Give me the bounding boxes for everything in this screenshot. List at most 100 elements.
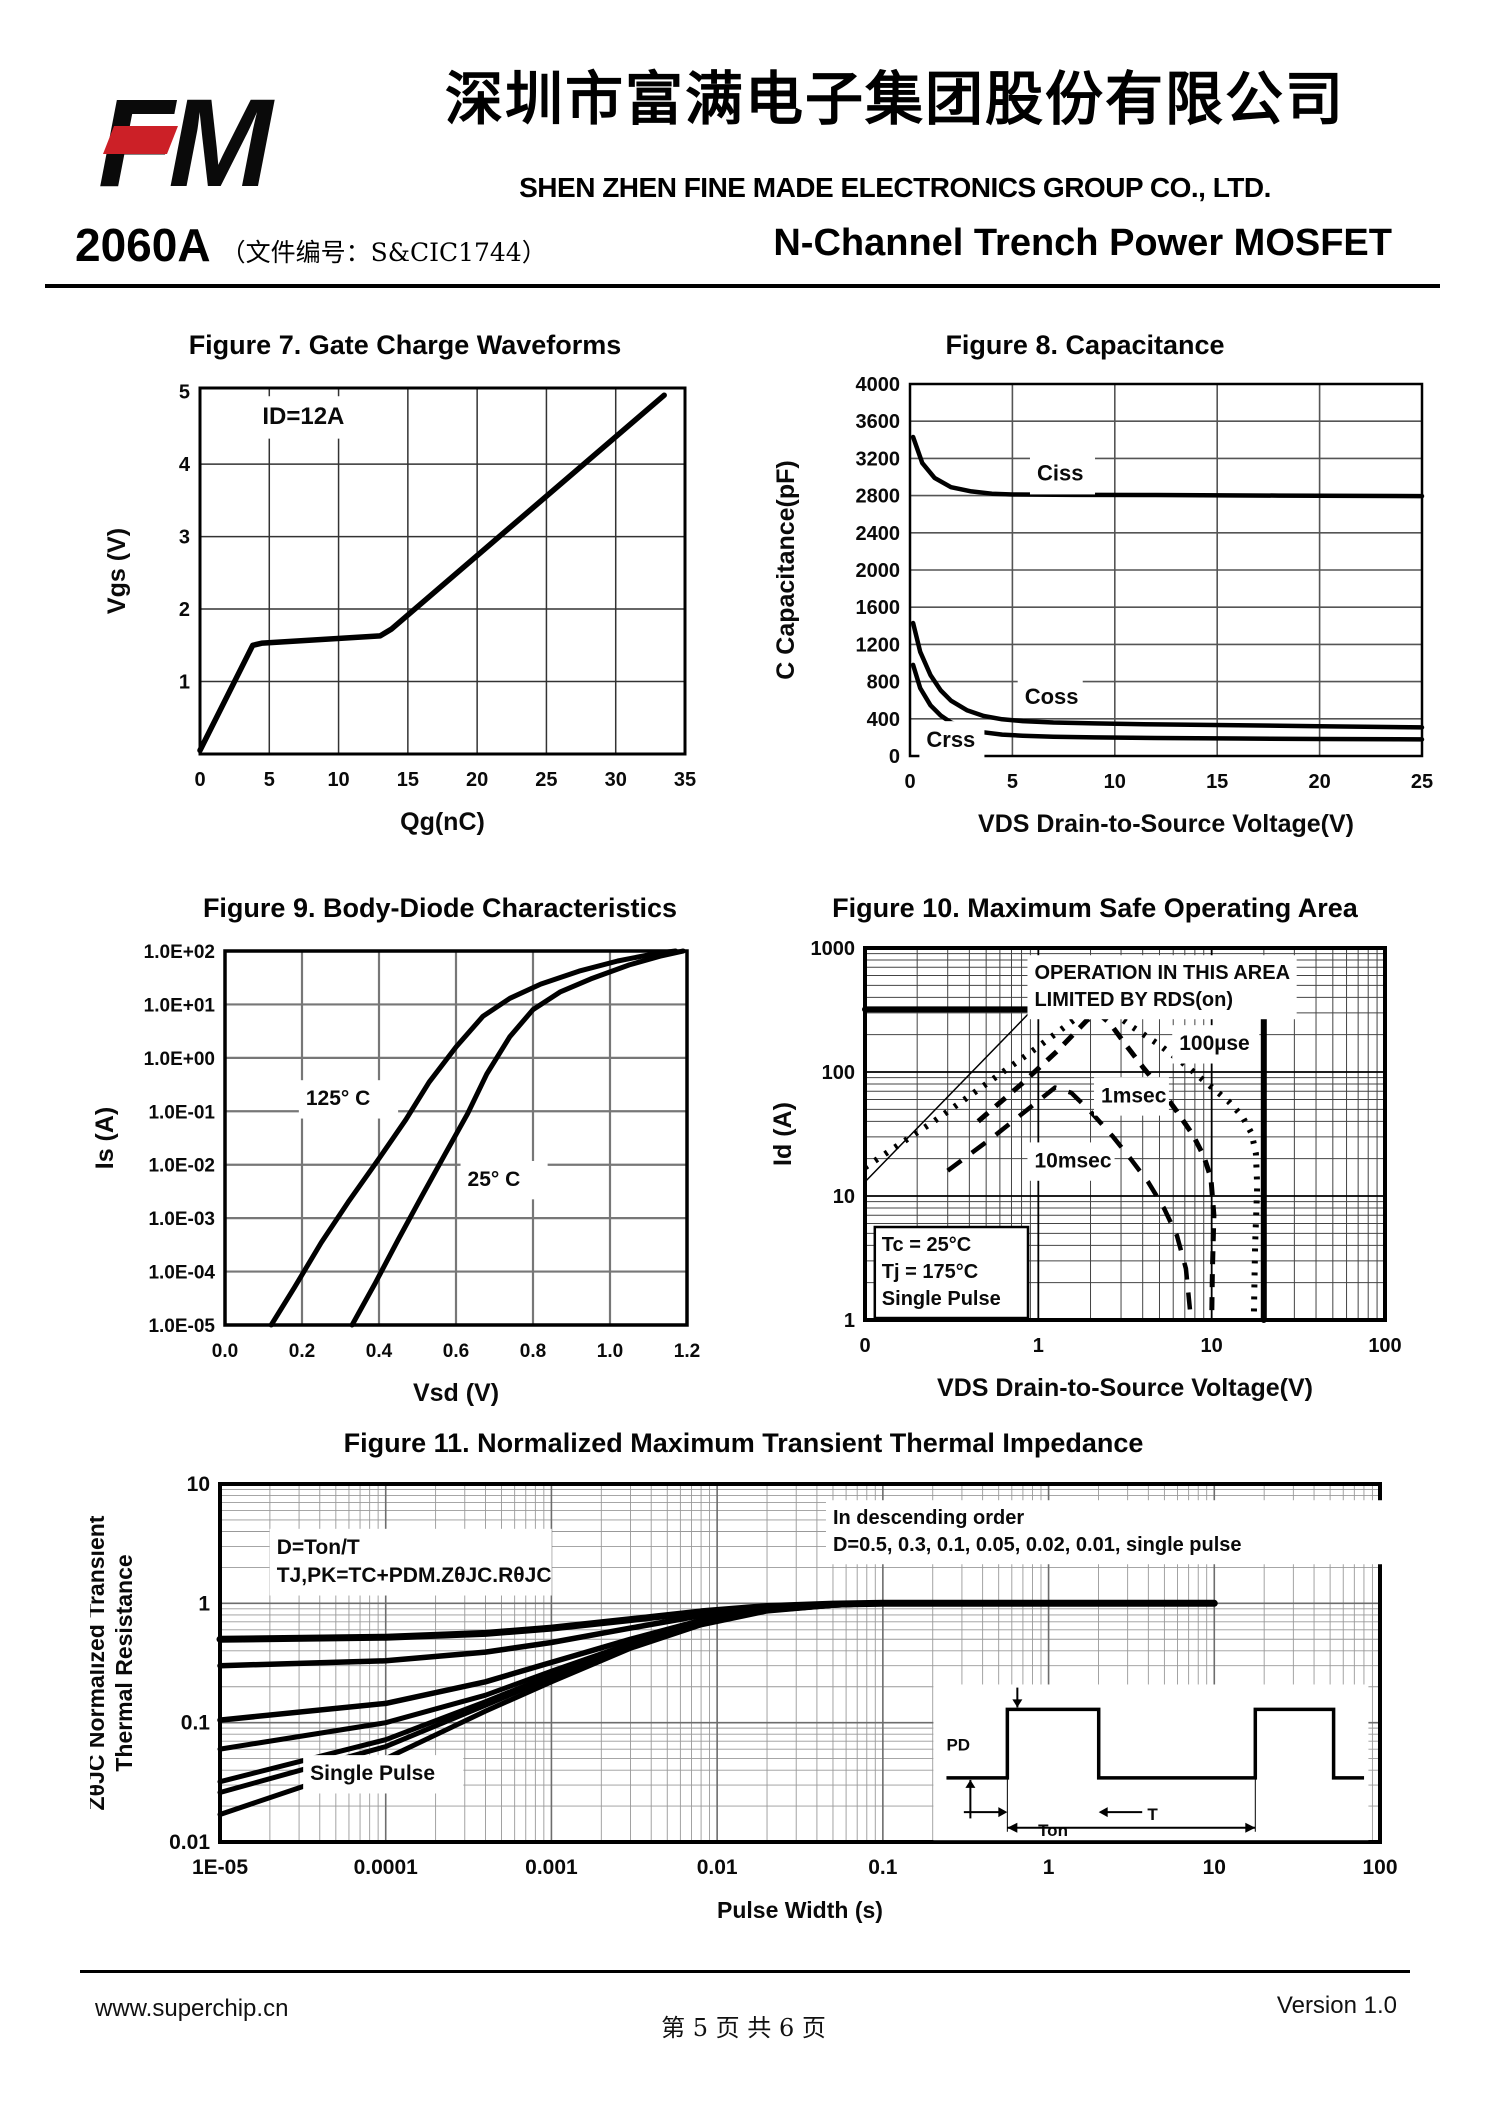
svg-text:0.6: 0.6 [443,1341,469,1362]
svg-text:30: 30 [605,769,627,791]
fig8-series-Ciss [910,434,1425,499]
svg-text:1600: 1600 [856,597,901,619]
figure9-caption: Figure 9. Body-Diode Characteristics [202,893,678,923]
svg-text:Tc = 25°C: Tc = 25°C [882,1234,971,1256]
svg-text:Ton: Ton [1038,1821,1068,1840]
part-number: 2060A [75,219,211,271]
svg-text:Crss: Crss [926,727,975,752]
part-number-row: 2060A （文件编号：S&CIC1744） [75,218,547,272]
svg-text:100µse: 100µse [1179,1032,1250,1055]
svg-text:2800: 2800 [856,486,901,508]
svg-text:1.0E+00: 1.0E+00 [144,1049,215,1070]
svg-text:1200: 1200 [856,634,901,656]
fig11-svg: 1E-05 0.0001 0.001 0.01 0.1 1 10 100 10 1 0.1 0.01 P… [83,1473,1398,1923]
svg-text:1.0E-01: 1.0E-01 [148,1102,215,1123]
svg-text:0: 0 [889,746,900,768]
figure11-caption: Figure 11. Normalized Maximum Transient … [343,1428,1144,1458]
svg-text:Is (A): Is (A) [91,1107,119,1170]
fig11-series-single pulse [217,1600,886,1817]
svg-text:1: 1 [179,672,190,694]
svg-text:2400: 2400 [856,523,901,545]
svg-text:125° C: 125° C [306,1087,370,1110]
svg-text:25: 25 [1411,771,1433,793]
svg-text:Id (A): Id (A) [769,1102,797,1166]
svg-text:1.0E-05: 1.0E-05 [148,1316,215,1337]
svg-text:Tj = 175°C: Tj = 175°C [882,1261,978,1283]
svg-text:1.0E-02: 1.0E-02 [148,1156,215,1177]
figure9-chart: 0.0 0.2 0.4 0.6 0.8 1.0 1.2 1.0E+02 1.0E+01 1.0E+… [85,935,715,1435]
svg-text:100: 100 [1362,1856,1397,1879]
svg-text:3600: 3600 [856,411,901,433]
svg-text:10: 10 [187,1473,210,1496]
fig10-series-10msec [946,1085,1194,1321]
svg-text:1.0E+01: 1.0E+01 [144,995,216,1016]
svg-text:0.4: 0.4 [366,1341,393,1362]
footer-version: Version 1.0 [1276,1992,1397,2019]
svg-text:5: 5 [264,769,275,791]
company-name-cn: 深圳市富满电子集团股份有限公司 [444,65,1345,133]
svg-text:D=Ton/T: D=Ton/T [277,1536,360,1559]
svg-text:In descending order: In descending order [833,1507,1024,1529]
svg-text:20: 20 [1308,771,1330,793]
svg-text:1.0: 1.0 [597,1341,623,1362]
figure8-chart: 0 5 10 15 20 25 0 400 800 1200 1600 2000 2400 2800 320… [760,368,1450,873]
svg-text:0.001: 0.001 [525,1856,578,1879]
svg-text:ID=12A: ID=12A [262,403,344,430]
svg-text:3200: 3200 [856,448,901,470]
svg-text:PD: PD [946,1736,970,1755]
svg-text:0: 0 [904,771,915,793]
svg-text:Qg(nC): Qg(nC) [400,808,485,836]
svg-text:1: 1 [198,1592,210,1615]
fig9-series-125C [268,948,678,1328]
svg-text:Vgs (V): Vgs (V) [103,528,131,614]
svg-text:Coss: Coss [1025,684,1079,709]
svg-text:25: 25 [535,769,557,791]
svg-text:20: 20 [466,769,488,791]
svg-text:1msec: 1msec [1101,1084,1167,1107]
svg-text:0: 0 [194,769,205,791]
company-name-en: SHEN ZHEN FINE MADE ELECTRONICS GROUP CO… [519,172,1271,203]
svg-text:4000: 4000 [856,374,901,396]
figure10-chart: 0 1 10 100 1 10 100 1000 VDS Drain-to-Source Vol… [765,932,1415,1437]
svg-text:800: 800 [867,672,900,694]
figure7-chart: 0 5 10 15 20 25 30 35 1 2 3 4 5 Qg(nC) Vgs (V) ID=12A [95,372,715,867]
svg-text:15: 15 [397,769,419,791]
svg-text:0.8: 0.8 [520,1341,546,1362]
svg-text:3: 3 [179,527,190,549]
fig9-series-25C [349,948,686,1328]
svg-text:2: 2 [179,599,190,621]
svg-text:0.0: 0.0 [212,1341,238,1362]
svg-text:T: T [1147,1805,1158,1824]
svg-text:VDS Drain-to-Source Voltage(V): VDS Drain-to-Source Voltage(V) [978,810,1354,838]
svg-text:35: 35 [674,769,696,791]
svg-text:15: 15 [1206,771,1228,793]
footer-page-info: 第 5 页 共 6 页 [661,2014,826,2042]
svg-text:0.01: 0.01 [697,1856,738,1879]
svg-text:1: 1 [1043,1856,1055,1879]
svg-text:D=0.5, 0.3, 0.1, 0.05, 0.02, 0: D=0.5, 0.3, 0.1, 0.05, 0.02, 0.01, singl… [833,1534,1242,1556]
fig7-series-ID=12A [197,392,667,754]
svg-text:Single Pulse: Single Pulse [310,1762,435,1785]
svg-text:5: 5 [1007,771,1018,793]
svg-text:100: 100 [1368,1335,1401,1357]
svg-text:0.0001: 0.0001 [354,1856,419,1879]
svg-text:400: 400 [867,709,900,731]
figure11-chart: 1E-05 0.0001 0.001 0.01 0.1 1 10 100 10 1 0.1 0.01 P… [83,1472,1410,1947]
svg-text:100: 100 [822,1062,855,1084]
svg-text:1: 1 [1033,1335,1044,1357]
fig8-svg: 0 5 10 15 20 25 0 400 800 1200 1600 2000 2400 2800 320… [772,374,1433,838]
fm-logo: FM [98,74,281,213]
svg-text:10: 10 [1201,1335,1223,1357]
svg-text:1000: 1000 [811,938,856,960]
svg-text:10msec: 10msec [1034,1149,1111,1172]
svg-text:10: 10 [327,769,349,791]
svg-text:Ciss: Ciss [1037,461,1083,486]
fig8-series-Coss [910,620,1425,730]
svg-text:10: 10 [833,1186,855,1208]
svg-text:VDS Drain-to-Source Voltage(V): VDS Drain-to-Source Voltage(V) [937,1374,1313,1402]
svg-text:OPERATION IN THIS AREA: OPERATION IN THIS AREA [1034,962,1290,984]
svg-text:1: 1 [844,1310,855,1332]
fig7-svg: 0 5 10 15 20 25 30 35 1 2 3 4 5 Qg(nC) Vgs (V) ID=12A [103,382,696,836]
fig8-series-Crss [910,662,1425,742]
